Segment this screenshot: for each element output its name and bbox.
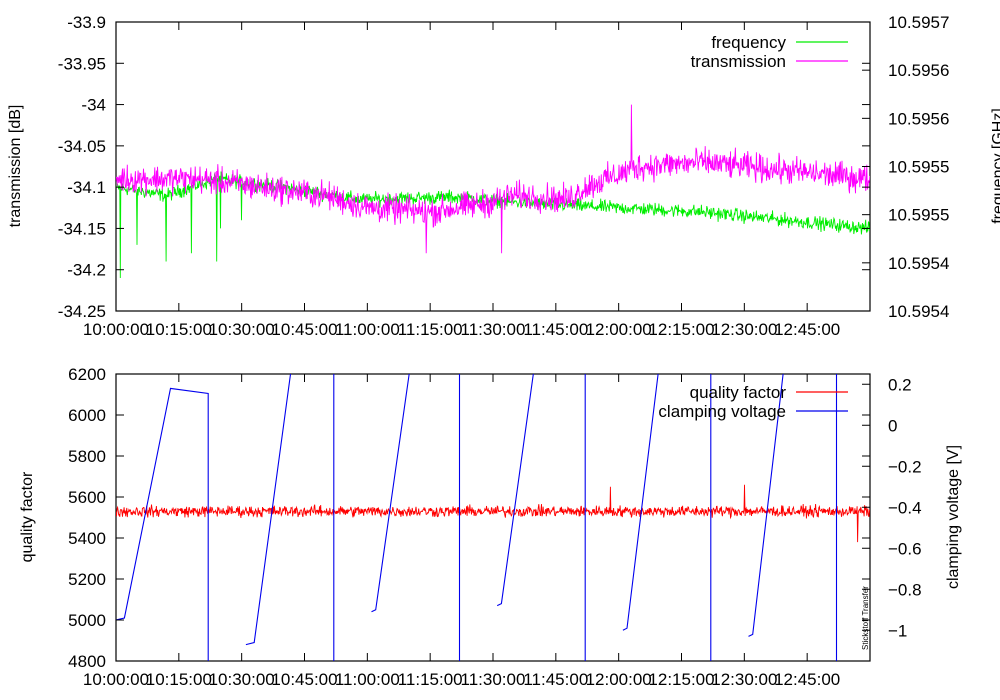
top-x-tick-label: 10:30:00 [209, 320, 275, 339]
top-x-tick-label: 12:15:00 [648, 320, 714, 339]
bottom-panel: 6200 6000 5800 5600 5400 5200 5000 4800 0.2 0 −0.2… [19, 365, 962, 689]
top-y2-tick-label: 10.5954 [888, 254, 949, 273]
top-y-tick-label: -34.15 [58, 219, 106, 238]
top-y2-tick-label: 10.5954 [888, 302, 949, 321]
bottom-y-tick-label: 4800 [68, 652, 106, 671]
legend-label-quality-factor: quality factor [690, 383, 787, 402]
bottom-y2-tick-label: −0.8 [888, 580, 922, 599]
bottom-x-tick-label: 10:30:00 [209, 670, 275, 689]
stickstoff-transfer-annotation: Stickstoff Transfer [861, 586, 870, 650]
top-x-tick-label: 12:00:00 [586, 320, 652, 339]
top-y2-axis-label: frequency [GHz] [990, 108, 1000, 224]
top-series-layer [116, 104, 870, 279]
top-y2-tick-label: 10.5956 [888, 61, 949, 80]
top-x-tick-label: 10:45:00 [271, 320, 337, 339]
bottom-y-tick-label: 5000 [68, 611, 106, 630]
clamping-voltage-ramp-1 [116, 387, 209, 661]
bottom-series-layer [116, 374, 870, 661]
bottom-x-tick-label: 12:00:00 [586, 670, 652, 689]
top-y-tick-label: -34.25 [58, 302, 106, 321]
bottom-x-tick-label: 10:00:00 [83, 670, 149, 689]
top-x-tick-label: 11:30:00 [461, 320, 526, 339]
top-y-tick-label: -34.1 [67, 178, 106, 197]
bottom-y-axis-label: quality factor [19, 471, 36, 562]
top-y2-tick-label: 10.5957 [888, 13, 949, 32]
bottom-y-tick-label: 5200 [68, 570, 106, 589]
bottom-y-tick-label: 6200 [68, 365, 106, 384]
bottom-y-tick-label: 5400 [68, 529, 106, 548]
bottom-y2-tick-label: 0.2 [888, 375, 912, 394]
top-y-axis-label: transmission [dB] [7, 105, 24, 228]
top-series-clip [116, 104, 870, 279]
top-legend: frequency transmission [691, 33, 848, 71]
bottom-y2-tick-label: 0 [888, 416, 897, 435]
legend-label-transmission: transmission [691, 52, 786, 71]
clamping-voltage-ramp-2 [245, 374, 335, 661]
top-x-tick-label: 11:15:00 [398, 320, 463, 339]
top-x-tick-label: 10:15:00 [146, 320, 212, 339]
bottom-x-tick-label: 12:30:00 [711, 670, 777, 689]
top-x-tick-label: 12:45:00 [774, 320, 840, 339]
top-x-tick-label: 10:00:00 [83, 320, 149, 339]
bottom-x-tick-label: 10:45:00 [271, 670, 337, 689]
bottom-x-tick-label: 12:15:00 [648, 670, 714, 689]
top-y2-tick-label: 10.5956 [888, 109, 949, 128]
clamping-voltage-ramp-6 [748, 374, 838, 661]
top-y2-tick-label: 10.5955 [888, 206, 949, 225]
bottom-x-tick-label: 11:15:00 [398, 670, 463, 689]
bottom-y2-tick-label: −1 [888, 621, 907, 640]
clamping-voltage-ramp-3 [371, 374, 461, 661]
bottom-x-tick-label: 11:00:00 [335, 670, 400, 689]
clamping-voltage-ramp-4 [496, 374, 586, 661]
bottom-x-tick-label: 10:15:00 [146, 670, 212, 689]
legend-label-frequency: frequency [711, 33, 786, 52]
bottom-y2-tick-label: −0.4 [888, 498, 922, 517]
top-x-tick-label: 12:30:00 [711, 320, 777, 339]
top-y-tick-label: -33.9 [67, 13, 106, 32]
bottom-series-clip [116, 374, 870, 661]
bottom-y-tick-label: 6000 [68, 406, 106, 425]
bottom-y2-tick-label: −0.6 [888, 539, 922, 558]
top-axes-layer: -33.9 -33.95 -34 -34.05 -34.1 -34.15 -34.2 -34.… [58, 13, 950, 339]
bottom-x-tick-label: 12:45:00 [774, 670, 840, 689]
bottom-y2-axis-label: clamping voltage [V] [945, 445, 962, 589]
top-panel: -33.9 -33.95 -34 -34.05 -34.1 -34.15 -34.2 -34.… [7, 13, 1000, 339]
bottom-y-tick-label: 5800 [68, 447, 106, 466]
bottom-y-tick-label: 5600 [68, 488, 106, 507]
top-y2-tick-label: 10.5955 [888, 158, 949, 177]
clamping-voltage-ramp-5 [622, 374, 712, 661]
quality-factor-series-line [116, 484, 870, 543]
bottom-axes-layer: 6200 6000 5800 5600 5400 5200 5000 4800 0.2 0 −0.2… [68, 365, 921, 689]
bottom-x-tick-label: 11:45:00 [523, 670, 588, 689]
bottom-y2-tick-label: −0.2 [888, 457, 922, 476]
legend-label-clamping-voltage: clamping voltage [658, 402, 786, 421]
top-y-tick-label: -34.05 [58, 137, 106, 156]
frequency-series-line [116, 171, 870, 279]
top-y-tick-label: -33.95 [58, 54, 106, 73]
top-y-tick-label: -34 [81, 96, 106, 115]
transmission-series-line [116, 104, 870, 254]
top-x-tick-label: 11:00:00 [335, 320, 400, 339]
top-x-tick-label: 11:45:00 [523, 320, 588, 339]
bottom-x-tick-label: 11:30:00 [461, 670, 526, 689]
bottom-legend: quality factor clamping voltage [658, 383, 848, 421]
top-y-tick-label: -34.2 [67, 261, 106, 280]
